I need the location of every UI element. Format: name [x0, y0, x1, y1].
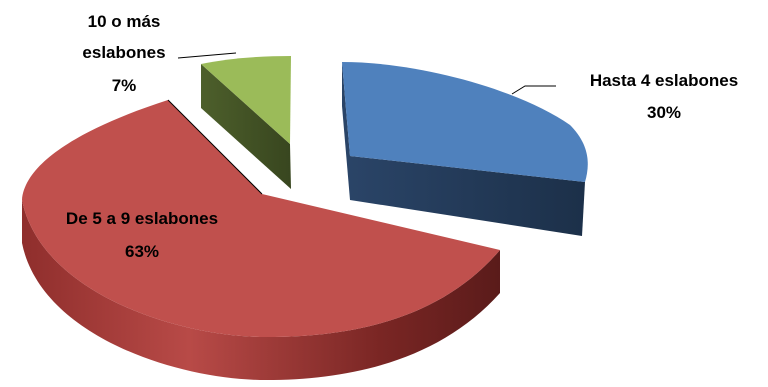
slice-group-10-o-mas	[201, 56, 291, 189]
slice-side-10-o-mas	[201, 64, 291, 189]
slice-side-de-5-a-9	[22, 200, 500, 381]
label-10-o-mas-line2: eslabones	[82, 43, 165, 62]
slice-wedge-hasta-4	[342, 62, 588, 182]
slice-wedge-10-o-mas	[201, 56, 291, 144]
label-hasta-4-percent: 30%	[647, 103, 681, 122]
label-10-o-mas-percent: 7%	[112, 76, 137, 95]
label-de-5-a-9-percent: 63%	[125, 242, 159, 261]
slice-group-de-5-a-9	[22, 99, 500, 381]
label-hasta-4: Hasta 4 eslabones	[590, 71, 738, 90]
label-de-5-a-9: De 5 a 9 eslabones	[66, 209, 218, 228]
slice-wedge-de-5-a-9	[22, 100, 500, 338]
slice-group-hasta-4	[342, 62, 588, 236]
slice-side-hasta-4-cut	[342, 62, 350, 200]
slice-side-hasta-4	[350, 156, 585, 236]
leader-line-10-o-mas	[177, 52, 237, 59]
slice-edge-de-5-a-9	[167, 99, 263, 195]
label-10-o-mas-line1: 10 o más	[88, 12, 161, 31]
leader-line-hasta-4	[511, 85, 556, 95]
